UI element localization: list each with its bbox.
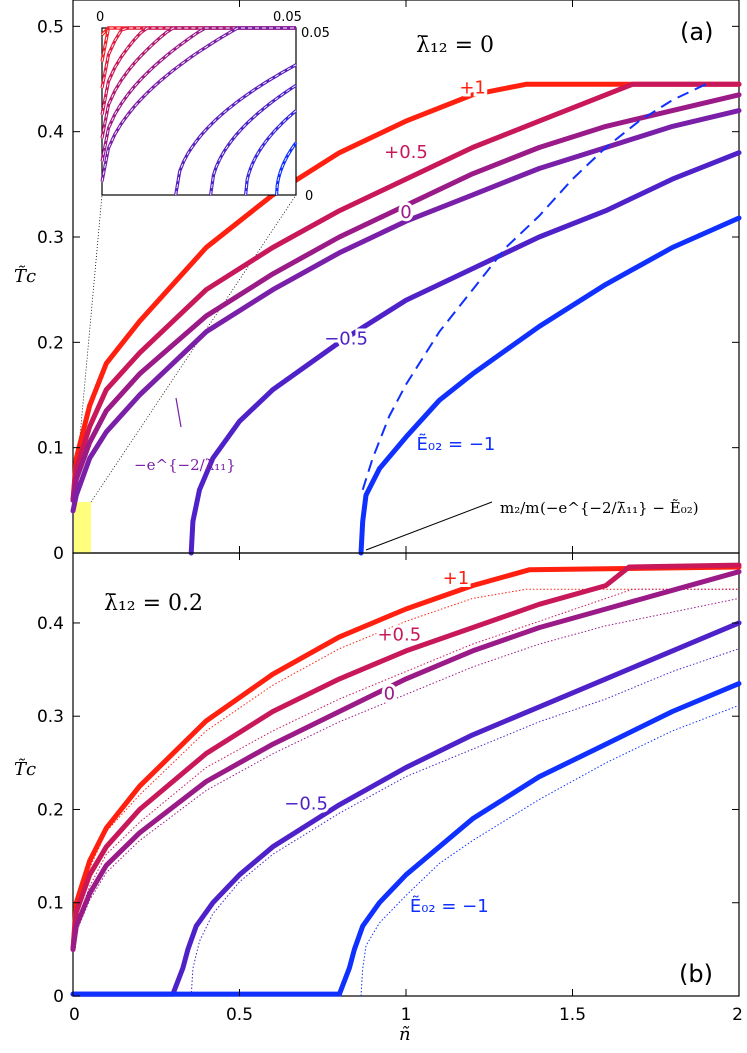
curve-a-2 [70, 92, 742, 503]
curve-a-4 [188, 150, 742, 556]
y-tick-label-b-2: 0.2 [37, 800, 64, 820]
reference-curve-b-4 [190, 648, 740, 997]
y-tick-label-b-1: 0.1 [37, 894, 64, 914]
ticks-a: 0 0.1 0.2 0.3 0.4 0.5 [37, 0, 740, 564]
y-tick-label-a-0: 0 [53, 544, 64, 564]
curve-labels-a: +1 +0.5 0 −0.5 Ẽ₀₂ = −1 [321, 75, 498, 458]
curve-label-a-1: +0.5 [384, 142, 428, 163]
curve-labels-b: +1 +0.5 0 −0.5 Ẽ₀₂ = −1 [281, 565, 491, 920]
y-tick-label-a-3: 0.3 [37, 228, 64, 248]
annotation-formula-body: (−e^{−2/λ̄₁₁} − Ẽ₀₂) [540, 499, 699, 517]
panel-a: +1 +0.5 0 −0.5 Ẽ₀₂ = −1 0 0.1 0.2 0.3 0.4 0.5 −e^… [14, 0, 742, 564]
y-axis-title-a: T̃c [14, 265, 36, 287]
x-axis-title: ñ [399, 1024, 411, 1045]
curve-label-b-2: 0 [384, 683, 395, 704]
curve-label-a-0: +1 [459, 78, 486, 99]
curve-a-0 [70, 81, 742, 503]
reference-curve-b-0 [72, 588, 739, 951]
y-tick-label-a-1: 0.1 [37, 439, 64, 459]
inset-curve-dash-8 [210, 84, 297, 196]
x-tick-label-3: 1.5 [559, 1005, 586, 1025]
curve-a-3 [70, 108, 742, 514]
annotation-formula-leader [365, 501, 493, 551]
curve-a-5 [358, 215, 742, 556]
annotation-vertex-label: −e^{−2/λ̄₁₁} [134, 456, 236, 474]
lambda-label-a: λ̄₁₂ = 0 [416, 33, 494, 58]
panel-b-frame [72, 552, 740, 997]
inset-frame [101, 27, 297, 196]
dashed-curve-a [361, 83, 707, 491]
inset: 0 0.05 0.05 0 [96, 10, 330, 204]
y-tick-label-a-4: 0.4 [37, 123, 64, 143]
x-tick-label-1: 0.5 [226, 1005, 253, 1025]
inset-y-tick-top: 0.05 [301, 26, 330, 41]
curve-label-a-4: −0.5 [324, 328, 368, 349]
y-tick-label-a-5: 0.5 [37, 17, 64, 37]
curve-b-0 [70, 564, 742, 952]
ticks-b: 0 0.1 0.2 0.3 0.4 0 0.5 1 1.5 2 [37, 553, 743, 1025]
inset-curve-dash-6 [101, 27, 296, 182]
inset-x-tick-right: 0.05 [273, 10, 302, 25]
annotation-formula-prefix: m₂/m [500, 499, 540, 517]
reference-curve-b-5 [360, 704, 740, 997]
panel-tag-b: (b) [679, 960, 713, 988]
panel-tag-a: (a) [680, 18, 713, 46]
curves-a [70, 81, 742, 556]
x-tick-label-0: 0 [69, 1005, 80, 1025]
reference-curve-b-1 [72, 588, 739, 951]
annotation-vertex-leader [175, 397, 182, 428]
curves-b [70, 562, 742, 997]
y-tick-label-a-2: 0.2 [37, 333, 64, 353]
curve-label-a-5: Ẽ₀₂ = −1 [417, 433, 496, 455]
curve-label-b-4: Ẽ₀₂ = −1 [410, 895, 489, 917]
y-tick-label-b-4: 0.4 [37, 614, 64, 634]
curve-a-1 [70, 81, 742, 503]
inset-curve-dash-9 [245, 110, 297, 196]
curve-b-3 [70, 620, 742, 997]
inset-x-tick-left: 0 [96, 10, 104, 25]
inset-curve-dash-7 [175, 64, 297, 196]
curve-label-b-0: +1 [443, 568, 470, 589]
x-tick-label-4: 2 [732, 1005, 743, 1025]
lambda-label-b: λ̄₁₂ = 0.2 [104, 591, 203, 616]
curve-b-1 [70, 562, 742, 952]
y-axis-title-b: T̃c [14, 758, 36, 780]
curve-label-a-2: 0 [400, 202, 411, 223]
panel-b: +1 +0.5 0 −0.5 Ẽ₀₂ = −1 0 0.1 0.2 0.3 0.4 0 0.5 1 1.… [14, 552, 743, 1045]
inset-curve-dash-10 [276, 142, 297, 196]
inset-region-highlight [74, 502, 91, 553]
inset-y-tick-bottom: 0 [305, 189, 313, 204]
inset-curves [100, 26, 298, 196]
curve-label-b-1: +0.5 [377, 625, 421, 646]
curve-label-b-3: −0.5 [284, 793, 328, 814]
curve-b-2 [70, 569, 742, 952]
y-tick-label-b-0: 0 [53, 987, 64, 1007]
y-tick-label-b-3: 0.3 [37, 707, 64, 727]
curve-b-4 [70, 681, 742, 997]
x-tick-label-2: 1 [401, 1005, 412, 1025]
